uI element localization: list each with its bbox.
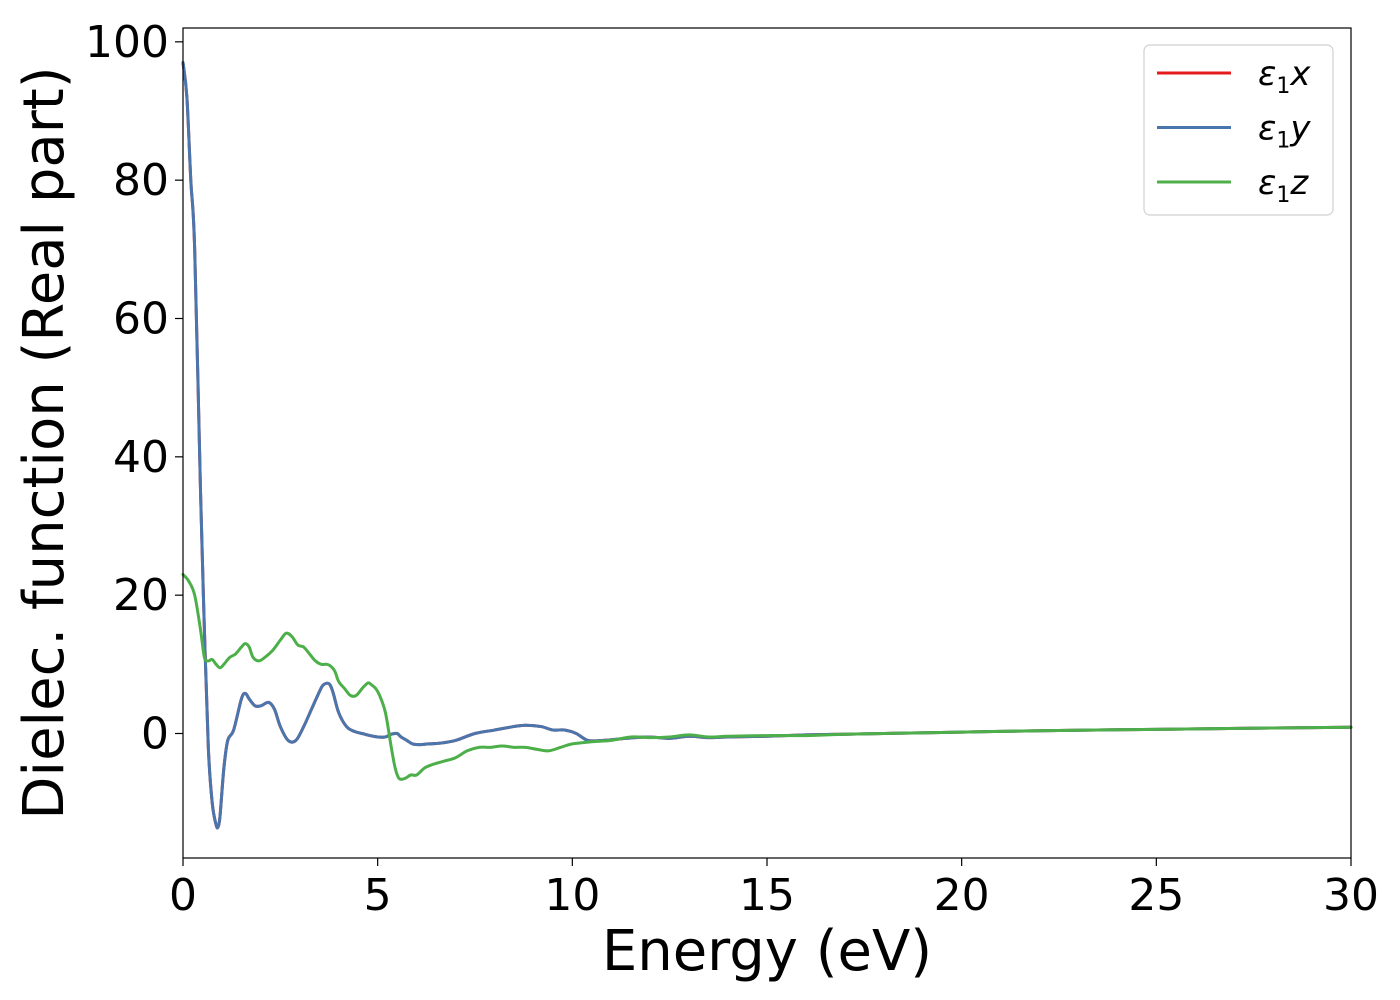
x-tick-label: 30 [1323, 870, 1379, 921]
x-tick-label: 20 [934, 870, 990, 921]
x-tick-label: 25 [1128, 870, 1184, 921]
y-tick-label: 60 [113, 294, 169, 345]
legend-label-y: ε1y [1258, 109, 1311, 154]
x-tick-label: 15 [739, 870, 795, 921]
y-axis-ticks: 0 20 40 60 80 100 [85, 17, 183, 760]
series-line-z [181, 572, 1353, 781]
x-tick-label: 5 [364, 870, 392, 921]
y-tick-label: 0 [141, 709, 169, 760]
legend-label-z: ε1z [1258, 163, 1309, 208]
y-tick-label: 20 [113, 570, 169, 621]
legend-label-x: ε1x [1258, 54, 1311, 99]
legend-box [1143, 44, 1334, 216]
x-axis-title: Energy (eV) [602, 919, 932, 984]
legend-items: ε1x ε1y ε1z [1157, 54, 1311, 208]
legend: ε1x ε1y ε1z [1143, 44, 1334, 216]
x-axis-ticks: 0 5 10 15 20 25 30 [169, 858, 1379, 921]
x-tick-label: 0 [169, 870, 197, 921]
series-layer [181, 61, 1353, 830]
y-axis-title: Dielec. function (Real part) [12, 66, 77, 819]
x-tick-label: 10 [544, 870, 600, 921]
y-tick-label: 40 [113, 432, 169, 483]
y-tick-label: 100 [85, 17, 169, 68]
y-tick-label: 80 [113, 155, 169, 206]
